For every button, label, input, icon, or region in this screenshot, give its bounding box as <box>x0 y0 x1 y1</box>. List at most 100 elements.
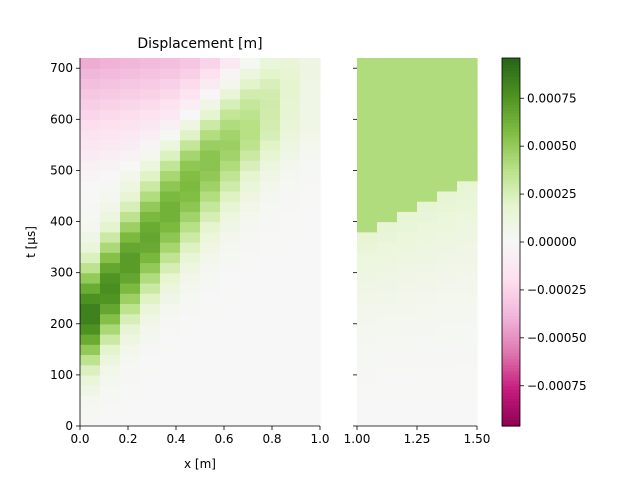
heatmap-cell <box>200 139 221 151</box>
colorbar-step <box>502 196 520 200</box>
heatmap-cell <box>100 395 121 407</box>
heatmap-cell <box>80 272 101 284</box>
colorbar-step <box>502 413 520 418</box>
heatmap-cell <box>140 88 161 100</box>
heatmap-cell <box>100 293 121 304</box>
heatmap-cell <box>100 58 121 69</box>
heatmap-cell <box>260 282 281 294</box>
x-tick-label: 0.4 <box>166 432 185 446</box>
heatmap-cell <box>437 303 458 315</box>
heatmap-cell <box>300 68 321 80</box>
heatmap-cell <box>200 201 221 212</box>
heatmap-cell <box>240 282 261 294</box>
heatmap-cell <box>300 303 321 315</box>
colorbar-step <box>502 226 520 231</box>
heatmap-cell <box>377 385 398 396</box>
heatmap-cell <box>100 139 121 151</box>
heatmap-cell <box>160 160 181 172</box>
heatmap-cell <box>417 415 438 427</box>
heatmap-cell <box>300 364 321 376</box>
heatmap-cell <box>200 303 221 315</box>
heatmap-cell <box>357 385 378 396</box>
y-tick-label: 700 <box>50 61 73 75</box>
heatmap-cell <box>200 415 221 427</box>
colorbar-step <box>502 110 520 114</box>
colorbar-step <box>502 419 520 424</box>
heatmap-cell <box>140 354 161 366</box>
colorbar-step <box>502 312 520 317</box>
heatmap-cell <box>437 150 458 161</box>
heatmap-cell <box>120 252 141 264</box>
heatmap-cell <box>437 293 458 304</box>
heatmap-cell <box>220 78 241 90</box>
colorbar-step <box>502 113 520 117</box>
colorbar-step <box>502 346 520 350</box>
heatmap-cell <box>100 221 121 233</box>
heatmap-cell <box>140 313 161 325</box>
colorbar-step <box>502 410 520 415</box>
heatmap-cell <box>417 293 438 304</box>
heatmap-cell <box>120 211 141 223</box>
x-tick-label: 0.0 <box>70 432 89 446</box>
colorbar-step <box>502 137 520 142</box>
heatmap-cell <box>377 160 398 172</box>
heatmap-cell <box>280 170 301 182</box>
heatmap-cell <box>437 323 458 335</box>
heatmap-cell <box>280 190 301 202</box>
heatmap-cell <box>100 129 121 141</box>
heatmap-cell <box>140 68 161 80</box>
heatmap-cell <box>240 109 261 120</box>
heatmap-cell <box>260 231 281 243</box>
colorbar-step <box>502 284 520 289</box>
heatmap-cell <box>377 190 398 202</box>
heatmap-cell <box>120 231 141 243</box>
heatmap-cell <box>417 119 438 131</box>
y-tick-label: 200 <box>50 317 73 331</box>
heatmap-cell <box>417 180 438 192</box>
colorbar-tick-label: 0.00025 <box>527 187 577 201</box>
heatmap-cell <box>377 303 398 315</box>
heatmap-cell <box>140 262 161 274</box>
heatmap-cell <box>180 364 201 376</box>
heatmap-cell <box>240 150 261 161</box>
heatmap-cell <box>397 262 418 274</box>
y-tick-label: 500 <box>50 163 73 177</box>
heatmap-cell <box>397 272 418 284</box>
heatmap-cell <box>100 323 121 335</box>
heatmap-cell <box>160 313 181 325</box>
heatmap-cell <box>417 139 438 151</box>
colorbar-step <box>502 407 520 412</box>
heatmap-cell <box>140 119 161 131</box>
heatmap-cell <box>437 385 458 396</box>
colorbar-step <box>502 367 520 372</box>
colorbar-step <box>502 220 520 225</box>
heatmap-cell <box>280 98 301 110</box>
heatmap-cell <box>280 405 301 417</box>
heatmap-cell <box>457 323 478 335</box>
heatmap-cell <box>220 303 241 315</box>
heatmap-cell <box>377 354 398 366</box>
right-axes: 1.00 1.25 1.50 <box>344 67 490 446</box>
heatmap-cell <box>200 252 221 264</box>
heatmap-cell <box>240 344 261 356</box>
heatmap-cell <box>357 160 378 172</box>
heatmap-cell <box>260 170 281 182</box>
heatmap-cell <box>140 385 161 396</box>
heatmap-cell <box>200 385 221 396</box>
heatmap-cell <box>417 354 438 366</box>
heatmap-cell <box>100 242 121 253</box>
colorbar-step <box>502 337 520 341</box>
heatmap-cell <box>80 221 101 233</box>
heatmap-cell <box>300 88 321 100</box>
heatmap-cell <box>437 129 458 141</box>
heatmap-cell <box>200 242 221 253</box>
heatmap-cell <box>220 385 241 396</box>
colorbar-step <box>502 257 520 261</box>
colorbar-tick-label: −0.00025 <box>527 283 587 297</box>
heatmap-cell <box>80 405 101 417</box>
heatmap-cell <box>377 334 398 345</box>
heatmap-cell <box>80 374 101 386</box>
colorbar-tick-label: −0.00050 <box>527 331 587 345</box>
heatmap-cell <box>457 78 478 90</box>
